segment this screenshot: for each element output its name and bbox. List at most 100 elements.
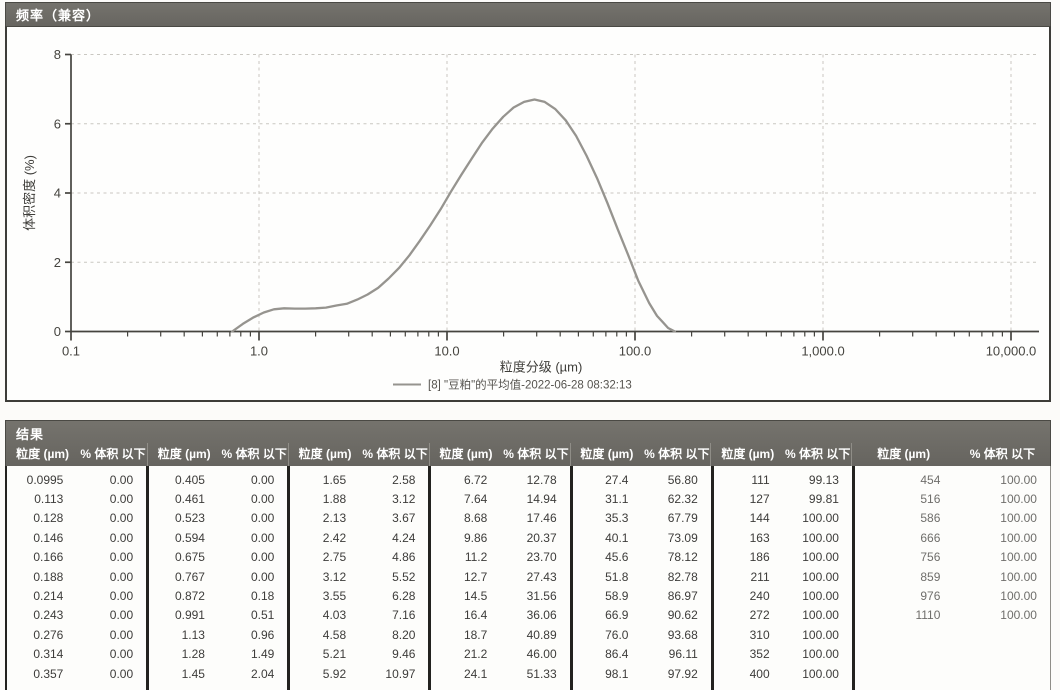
cumulative-percent-value: 0.00 [109,550,134,565]
size-value: 127 [749,492,770,507]
size-value: 586 [920,511,941,526]
size-value: 1.88 [322,492,347,507]
cumulative-percent-value: 3.67 [392,511,416,526]
x-tick-label: 100.0 [619,344,652,359]
table-row: 31.1 62.32 [573,489,711,508]
cumulative-percent-value: 99.13 [808,472,839,487]
size-value: 3.12 [322,569,347,584]
table-row: 6.72 12.78 [431,470,569,489]
table-row: 0.594 0.00 [149,528,287,547]
table-row: 0.872 0.18 [149,586,287,605]
cumulative-percent-value: 100.00 [802,666,839,681]
cumulative-percent-value: 96.11 [668,647,698,662]
cumulative-percent-value: 0.00 [250,511,275,526]
table-row: 0.314 0.00 [7,645,146,664]
size-value: 0.146 [33,530,64,545]
x-tick-label: 10,000.0 [986,344,1037,359]
cumulative-percent-value: 14.94 [526,492,557,507]
table-row: 352 100.00 [714,645,852,664]
table-row: 4.03 7.16 [290,606,428,625]
table-row: 144 100.00 [714,509,852,528]
result-column-group: 111 99.13 127 99.81 144 100.00 163 100.00 186 100… [710,466,852,690]
cumulative-percent-value: 100.00 [802,550,839,565]
size-value: 35.3 [605,511,629,526]
cumulative-percent-value: 6.28 [392,589,416,604]
table-row: 1110 100.00 [855,606,1050,625]
size-value: 31.1 [605,492,629,507]
cumulative-percent-value: 0.00 [109,569,134,584]
size-value: 5.92 [322,666,347,681]
chart-title-bar: 频率（兼容） [5,2,1051,26]
table-row: 1.88 3.12 [290,489,428,508]
cumulative-percent-value: 100.00 [802,608,839,623]
size-value: 0.872 [174,589,205,604]
cumulative-percent-value: 20.37 [526,530,557,545]
size-value: 0.675 [174,550,205,565]
size-value: 0.523 [174,511,205,526]
size-value: 12.7 [463,569,488,584]
x-tick-label: 1.0 [250,344,268,359]
size-value: 186 [749,550,770,565]
column-group-header: 粒度 (µm) % 体积 以下 [287,443,429,466]
cumulative-percent-value: 93.68 [667,627,698,642]
cumulative-percent-value: 100.00 [802,569,839,584]
size-value: 27.4 [605,472,629,487]
size-value: 0.113 [34,492,64,507]
table-row: 21.2 46.00 [431,645,569,664]
size-value: 0.405 [174,472,205,487]
table-row: 51.8 82.78 [573,567,711,586]
size-value: 6.72 [463,472,488,487]
cumulative-percent-value: 100.00 [802,530,839,545]
cumulative-percent-value: 2.58 [392,472,416,487]
table-row: 0.461 0.00 [149,489,287,508]
cumulative-percent-value: 0.00 [109,608,134,623]
size-value: 454 [920,472,941,487]
cumulative-percent-value: 82.78 [667,569,698,584]
table-row: 0.243 0.00 [7,606,146,625]
distribution-line-chart: 0 2 4 6 8 0.1 1.0 10.0 100.0 1,000.0 10,000.0 粒度分级 … [22,47,1039,392]
table-row: 756 100.00 [855,548,1050,567]
size-value: 1.28 [181,647,205,662]
size-value: 0.166 [33,550,64,565]
x-tick-label: 10.0 [434,344,459,359]
size-column-header: 粒度 (µm) [580,447,634,461]
size-value: 66.9 [605,608,629,623]
cumulative-percent-value: 5.52 [392,569,416,584]
size-column-header: 粒度 (µm) [157,447,211,461]
size-value: 14.5 [463,589,488,604]
cumulative-percent-value: 3.12 [392,492,416,507]
table-row: 0.128 0.00 [7,509,146,528]
y-tick-label: 4 [54,186,61,201]
size-value: 0.243 [33,608,64,623]
percent-below-column-header: % 体积 以下 [785,447,851,461]
table-row: 1.13 0.96 [149,625,287,644]
table-row: 11.2 23.70 [431,548,569,567]
cumulative-percent-value: 10.97 [385,666,416,681]
cumulative-percent-value: 4.24 [392,530,416,545]
size-column-header: 粒度 (µm) [721,447,775,461]
table-row: 0.405 0.00 [149,470,287,489]
table-row: 127 99.81 [714,489,852,508]
cumulative-percent-value: 100.00 [1000,550,1037,565]
table-row: 163 100.00 [714,528,852,547]
cumulative-percent-value: 0.00 [109,647,134,662]
size-value: 0.0995 [26,472,64,487]
table-row: 86.4 96.11 [573,645,711,664]
cumulative-percent-value: 51.33 [526,666,557,681]
cumulative-percent-value: 99.81 [808,492,839,507]
table-row: 0.113 0.00 [7,489,146,508]
table-row: 45.6 78.12 [573,548,711,567]
size-value: 666 [920,530,941,545]
table-row: 0.991 0.51 [149,606,287,625]
table-row: 0.767 0.00 [149,567,287,586]
size-value: 400 [749,666,770,681]
chart-title: 频率（兼容） [16,8,101,23]
table-row: 58.9 86.97 [573,586,711,605]
size-value: 24.1 [463,666,488,681]
cumulative-percent-value: 73.09 [667,530,698,545]
size-value: 163 [749,530,770,545]
table-row: 211 100.00 [714,567,852,586]
table-row: 454 100.00 [855,470,1050,489]
table-row: 186 100.00 [714,548,852,567]
column-group-header: 粒度 (µm) % 体积 以下 [851,443,1050,466]
